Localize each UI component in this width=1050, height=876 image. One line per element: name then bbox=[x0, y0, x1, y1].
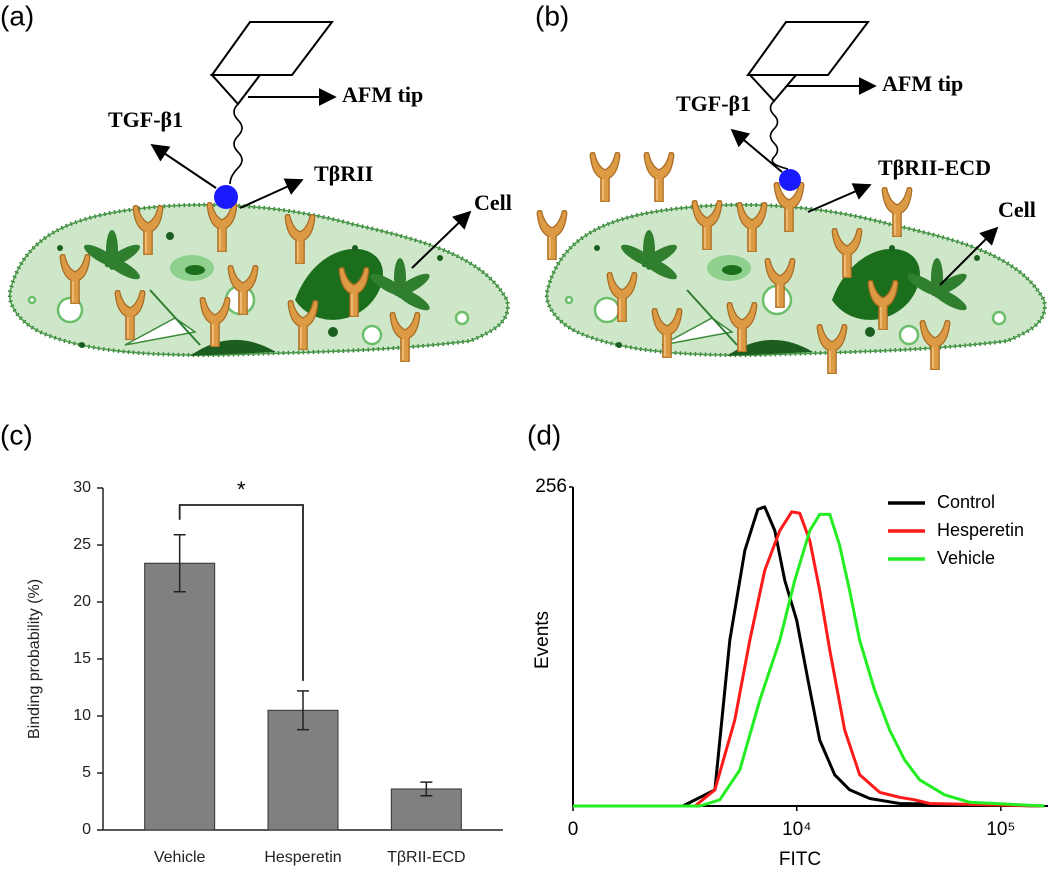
cantilever bbox=[210, 21, 335, 76]
tether bbox=[229, 103, 243, 185]
arrow bbox=[807, 183, 872, 213]
cell bbox=[544, 202, 1047, 358]
x-tick-label: 10⁵ bbox=[986, 819, 1015, 840]
x-tick-label: TβRII-ECD bbox=[387, 849, 466, 866]
legend-label: Vehicle bbox=[937, 548, 995, 568]
receptor bbox=[590, 153, 619, 202]
label-tip: AFM tip bbox=[342, 82, 423, 107]
label-cell: Cell bbox=[998, 197, 1036, 222]
x-tick-label: 10⁴ bbox=[782, 819, 811, 840]
panel-label: (b) bbox=[535, 0, 569, 31]
panel-label: (a) bbox=[0, 0, 34, 31]
legend-label: Control bbox=[937, 492, 995, 512]
y-tick-label: 10 bbox=[73, 707, 91, 724]
tip bbox=[209, 74, 263, 106]
label-receptor: TβRII bbox=[314, 161, 373, 186]
x-axis-label: FITC bbox=[779, 849, 821, 870]
y-tick-label: 15 bbox=[73, 650, 91, 667]
y-tick-label: 256 bbox=[535, 476, 567, 497]
arrow bbox=[730, 128, 783, 173]
receptor bbox=[537, 211, 566, 260]
cell bbox=[7, 202, 510, 358]
legend-label: Hesperetin bbox=[937, 520, 1024, 540]
tip bbox=[747, 74, 799, 103]
bar bbox=[144, 562, 216, 831]
label-receptor: TβRII-ECD bbox=[878, 155, 991, 180]
x-tick-label: Hesperetin bbox=[264, 849, 341, 866]
y-axis-label: Binding probability (%) bbox=[26, 579, 43, 739]
ligand-ball bbox=[779, 169, 801, 191]
series-line bbox=[573, 510, 1045, 808]
arrow bbox=[411, 210, 472, 269]
panel-label: (d) bbox=[527, 419, 561, 450]
y-tick-label: 30 bbox=[73, 479, 91, 496]
label-cell: Cell bbox=[474, 190, 512, 215]
cantilever bbox=[746, 21, 871, 76]
y-tick-label: 25 bbox=[73, 536, 91, 553]
label-tip: AFM tip bbox=[882, 71, 963, 96]
y-tick-label: 5 bbox=[82, 764, 91, 781]
arrow bbox=[939, 226, 999, 286]
panel-label: (c) bbox=[0, 419, 33, 450]
y-tick-label: 0 bbox=[82, 821, 91, 838]
y-axis-label: Events bbox=[532, 611, 553, 669]
series-line bbox=[573, 512, 1045, 808]
arrow bbox=[239, 178, 304, 209]
arrow bbox=[150, 143, 217, 189]
y-tick-label: 20 bbox=[73, 593, 91, 610]
significance-label: * bbox=[237, 477, 246, 502]
x-tick-label: 0 bbox=[568, 819, 579, 840]
label-ligand: TGF-β1 bbox=[108, 107, 183, 132]
ligand-ball bbox=[214, 185, 238, 209]
significance-bracket bbox=[178, 504, 304, 681]
tether bbox=[769, 100, 789, 170]
series-line bbox=[573, 505, 1045, 808]
label-ligand: TGF-β1 bbox=[676, 91, 751, 116]
receptor bbox=[644, 153, 673, 202]
x-tick-label: Vehicle bbox=[154, 849, 206, 866]
